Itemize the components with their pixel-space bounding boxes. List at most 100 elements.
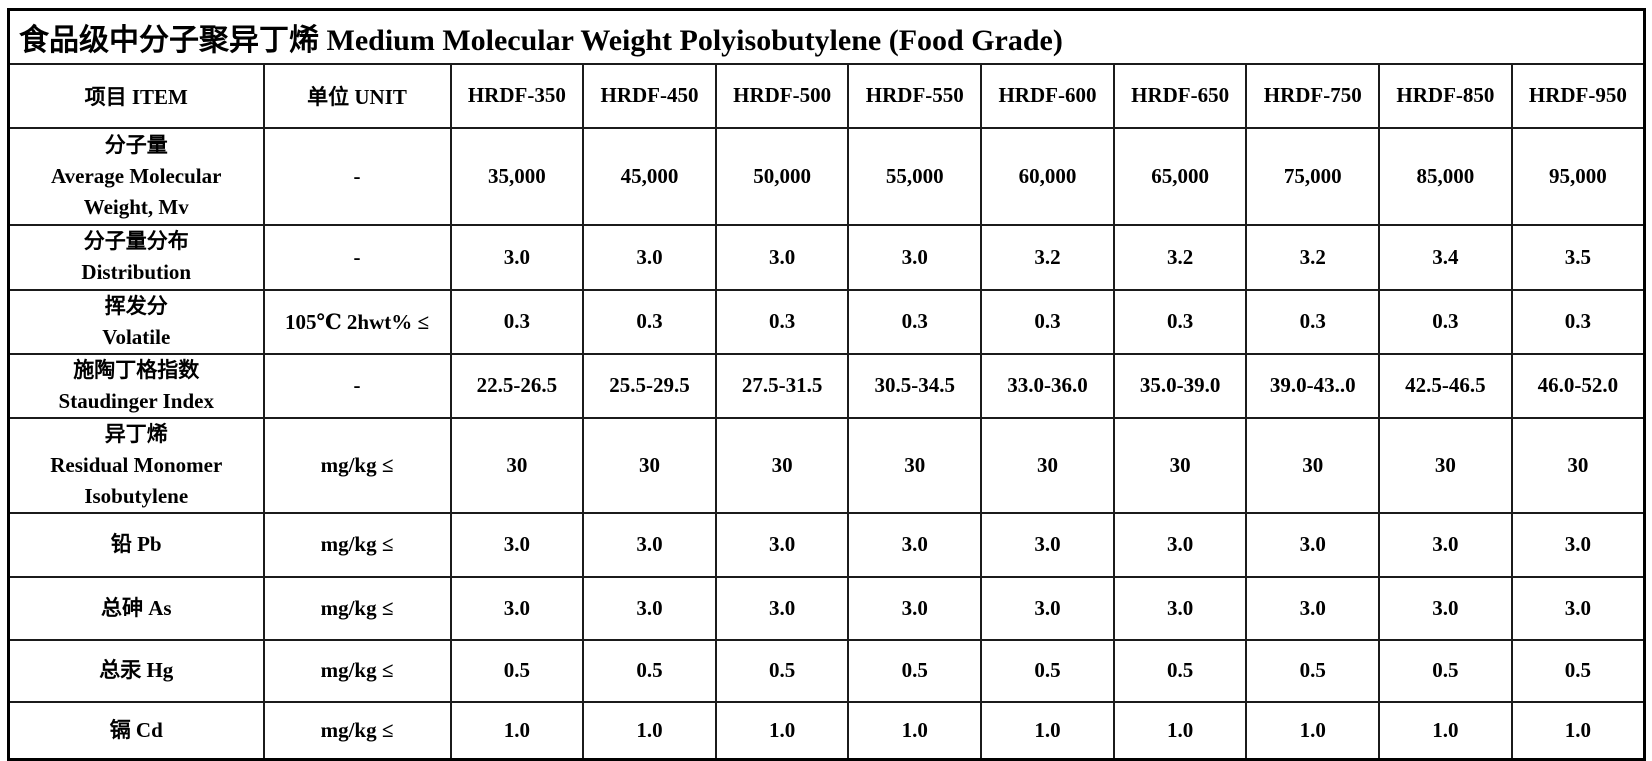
header-cell-6: HRDF-600: [980, 62, 1115, 129]
value-cell-6: 3.0: [1245, 575, 1381, 641]
value-cell-6: 30: [1245, 416, 1381, 514]
value-cell-1: 30: [582, 416, 717, 514]
item-cell: 挥发分 Volatile: [7, 288, 265, 355]
spec-table: 食品级中分子聚异丁烯 Medium Molecular Weight Polyi…: [7, 8, 1646, 761]
value-cell-3: 3.0: [847, 511, 983, 578]
item-line: Residual Monomer: [50, 452, 223, 477]
value-cell-1: 3.0: [582, 575, 717, 641]
unit-cell: mg/kg ≤: [262, 416, 452, 514]
value-cell-0: 22.5-26.5: [449, 352, 585, 419]
value-cell-5: 1.0: [1112, 700, 1248, 761]
value-cell-5: 30: [1112, 416, 1248, 514]
item-line: 异丁烯: [104, 421, 168, 446]
value-cell-3: 55,000: [847, 126, 983, 226]
value-cell-6: 39.0-43..0: [1245, 352, 1381, 419]
table-header-row: 项目 ITEM 单位 UNIT HRDF-350 HRDF-450 HRDF-500 HR…: [7, 62, 1646, 129]
value-cell-2: 0.5: [714, 638, 850, 703]
item-line: 镉 Cd: [109, 717, 163, 742]
value-cell-4: 3.0: [980, 575, 1115, 641]
value-cell-2: 0.3: [714, 288, 850, 355]
value-cell-3: 3.0: [847, 223, 983, 291]
value-cell-2: 3.0: [714, 511, 850, 578]
page-title: 食品级中分子聚异丁烯 Medium Molecular Weight Polyi…: [7, 8, 1646, 65]
value-cell-8: 0.3: [1510, 288, 1646, 355]
value-cell-1: 1.0: [582, 700, 717, 761]
item-cell: 分子量 Average Molecular Weight, Mv: [7, 126, 265, 226]
unit-cell: mg/kg ≤: [262, 700, 452, 761]
table-row: 总砷 As mg/kg ≤3.0 3.0 3.0 3.0 3.0 3.0 3.0 3.0 3.0: [7, 575, 1646, 641]
item-line: Staudinger Index: [58, 388, 214, 413]
value-cell-7: 0.3: [1378, 288, 1513, 355]
value-cell-7: 3.0: [1378, 575, 1513, 641]
item-line: 分子量: [104, 132, 168, 157]
header-cell-9: HRDF-850: [1378, 62, 1513, 129]
item-line: Weight, Mv: [83, 194, 189, 219]
unit-cell: mg/kg ≤: [262, 575, 452, 641]
value-cell-4: 33.0-36.0: [980, 352, 1115, 419]
value-cell-1: 3.0: [582, 223, 717, 291]
header-cell-10: HRDF-950: [1510, 62, 1646, 129]
value-cell-5: 3.0: [1112, 575, 1248, 641]
item-cell: 异丁烯 Residual Monomer Isobutylene: [7, 416, 265, 514]
value-cell-7: 0.5: [1378, 638, 1513, 703]
value-cell-1: 0.5: [582, 638, 717, 703]
item-line: 施陶丁格指数: [73, 357, 200, 382]
item-line: Isobutylene: [84, 483, 189, 508]
value-cell-1: 3.0: [582, 511, 717, 578]
value-cell-2: 27.5-31.5: [714, 352, 850, 419]
value-cell-5: 65,000: [1112, 126, 1248, 226]
item-cell: 施陶丁格指数 Staudinger Index: [7, 352, 265, 419]
value-cell-8: 1.0: [1510, 700, 1646, 761]
value-cell-4: 0.5: [980, 638, 1115, 703]
unit-cell: -: [262, 126, 452, 226]
value-cell-0: 35,000: [449, 126, 585, 226]
value-cell-5: 3.0: [1112, 511, 1248, 578]
table-row: 总汞 Hg mg/kg ≤0.5 0.5 0.5 0.5 0.5 0.5 0.5 0.5 0.5: [7, 638, 1646, 703]
value-cell-7: 3.0: [1378, 511, 1513, 578]
header-cell-7: HRDF-650: [1112, 62, 1248, 129]
value-cell-4: 60,000: [980, 126, 1115, 226]
value-cell-7: 42.5-46.5: [1378, 352, 1513, 419]
value-cell-8: 3.0: [1510, 511, 1646, 578]
item-line: Volatile: [102, 324, 171, 349]
value-cell-7: 30: [1378, 416, 1513, 514]
value-cell-4: 0.3: [980, 288, 1115, 355]
unit-cell: 105℃ 2hwt% ≤: [262, 288, 452, 355]
value-cell-3: 0.5: [847, 638, 983, 703]
value-cell-1: 0.3: [582, 288, 717, 355]
table-title-row: 食品级中分子聚异丁烯 Medium Molecular Weight Polyi…: [7, 8, 1646, 65]
value-cell-0: 1.0: [449, 700, 585, 761]
table-row: 镉 Cd mg/kg ≤1.0 1.0 1.0 1.0 1.0 1.0 1.0 1.0 1.0: [7, 700, 1646, 761]
value-cell-6: 0.5: [1245, 638, 1381, 703]
value-cell-7: 85,000: [1378, 126, 1513, 226]
value-cell-6: 75,000: [1245, 126, 1381, 226]
value-cell-3: 0.3: [847, 288, 983, 355]
header-cell-4: HRDF-500: [714, 62, 850, 129]
table-row: 分子量分布 Distribution -3.0 3.0 3.0 3.0 3.2 3.2 3.2 3…: [7, 223, 1646, 291]
header-cell-2: HRDF-350: [449, 62, 585, 129]
item-line: 总汞 Hg: [99, 658, 174, 682]
table-row: 施陶丁格指数 Staudinger Index -22.5-26.5 25.5-29.…: [7, 352, 1646, 419]
header-cell-1: 单位 UNIT: [262, 62, 452, 129]
value-cell-5: 35.0-39.0: [1112, 352, 1248, 419]
value-cell-1: 45,000: [582, 126, 717, 226]
value-cell-8: 95,000: [1510, 126, 1646, 226]
value-cell-4: 3.2: [980, 223, 1115, 291]
value-cell-2: 3.0: [714, 575, 850, 641]
spec-table-head: 食品级中分子聚异丁烯 Medium Molecular Weight Polyi…: [7, 8, 1646, 129]
value-cell-0: 3.0: [449, 511, 585, 578]
value-cell-2: 1.0: [714, 700, 850, 761]
header-cell-5: HRDF-550: [847, 62, 983, 129]
value-cell-5: 0.3: [1112, 288, 1248, 355]
value-cell-2: 30: [714, 416, 850, 514]
item-cell: 铅 Pb: [7, 511, 265, 578]
value-cell-7: 3.4: [1378, 223, 1513, 291]
unit-cell: -: [262, 352, 452, 419]
value-cell-6: 3.2: [1245, 223, 1381, 291]
item-cell: 总汞 Hg: [7, 638, 265, 703]
value-cell-6: 3.0: [1245, 511, 1381, 578]
value-cell-0: 30: [449, 416, 585, 514]
item-line: 总砷 As: [100, 595, 172, 620]
value-cell-8: 30: [1510, 416, 1646, 514]
